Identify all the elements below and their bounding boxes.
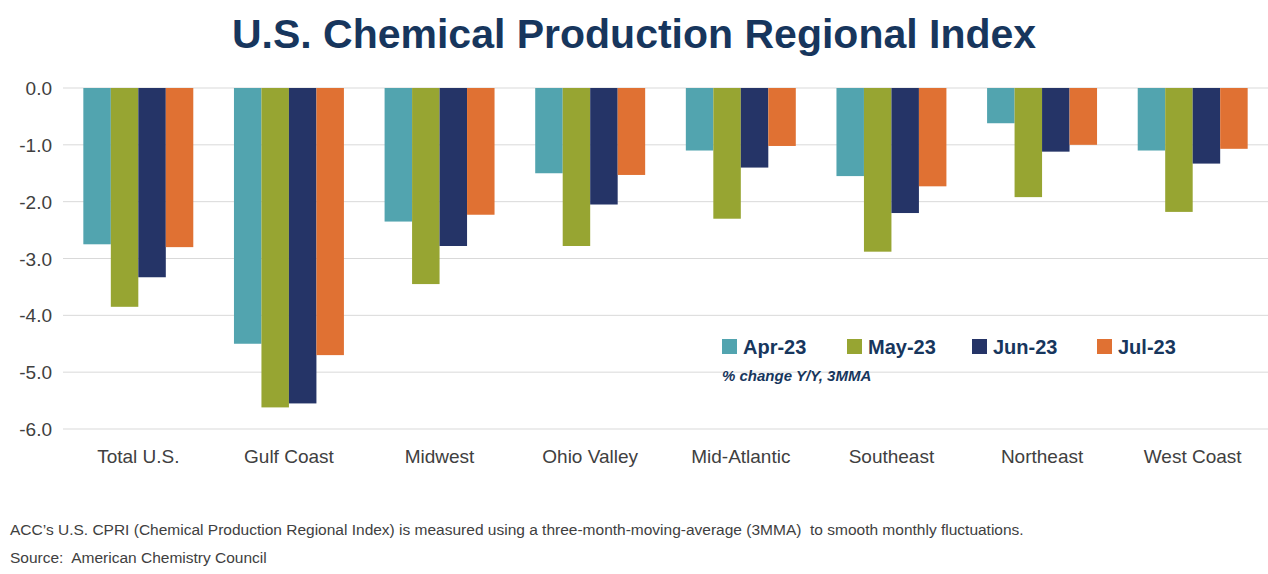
y-tick-label: -2.0	[19, 192, 52, 213]
bar	[741, 88, 768, 168]
bar	[440, 88, 467, 246]
bar	[467, 88, 494, 215]
x-tick-label: Midwest	[405, 446, 475, 467]
bar	[385, 88, 412, 222]
bar	[316, 88, 343, 355]
bar	[686, 88, 713, 151]
annotation: % change Y/Y, 3MMA	[722, 367, 871, 384]
x-tick-label: Total U.S.	[97, 446, 179, 467]
legend-swatch	[972, 339, 987, 354]
x-tick-label: Ohio Valley	[542, 446, 638, 467]
legend-label: Jul-23	[1118, 336, 1176, 358]
note: ACC’s U.S. CPRI (Chemical Production Reg…	[10, 521, 1024, 538]
grid-line	[63, 429, 1268, 430]
bar	[166, 88, 193, 247]
y-tick-label: 0.0	[26, 78, 52, 99]
bar	[713, 88, 740, 219]
bar	[1220, 88, 1247, 149]
bars	[83, 88, 1247, 407]
bar	[836, 88, 863, 176]
bar	[1070, 88, 1097, 145]
bar	[563, 88, 590, 246]
bar	[289, 88, 316, 403]
legend-swatch	[722, 339, 737, 354]
x-tick-label: Mid-Atlantic	[691, 446, 790, 467]
grid-line	[63, 372, 1268, 373]
chart: U.S. Chemical Production Regional Index 0…	[0, 0, 1268, 574]
legend-label: May-23	[868, 336, 936, 358]
y-tick-label: -5.0	[19, 362, 52, 383]
bar	[891, 88, 918, 213]
legend-swatch	[1097, 339, 1112, 354]
bar	[138, 88, 165, 277]
x-tick-label: Northeast	[1001, 446, 1084, 467]
bar	[234, 88, 261, 344]
bar	[768, 88, 795, 146]
grid	[63, 88, 1268, 429]
x-tick-label: West Coast	[1144, 446, 1243, 467]
source: Source: American Chemistry Council	[10, 549, 267, 566]
bar	[535, 88, 562, 173]
legend-label: Jun-23	[993, 336, 1057, 358]
bar	[919, 88, 946, 186]
x-tick-label: Southeast	[849, 446, 935, 467]
bar	[412, 88, 439, 284]
bar	[590, 88, 617, 205]
bar	[111, 88, 138, 307]
y-tick-label: -4.0	[19, 305, 52, 326]
bar	[618, 88, 645, 175]
bar	[864, 88, 891, 252]
legend-swatch	[847, 339, 862, 354]
bar	[1015, 88, 1042, 197]
y-tick-label: -1.0	[19, 135, 52, 156]
x-tick-label: Gulf Coast	[244, 446, 334, 467]
y-tick-label: -3.0	[19, 249, 52, 270]
legend-label: Apr-23	[743, 336, 806, 358]
bar	[1042, 88, 1069, 152]
title: U.S. Chemical Production Regional Index	[232, 11, 1036, 57]
y-tick-label: -6.0	[19, 419, 52, 440]
bar	[261, 88, 288, 407]
bar	[987, 88, 1014, 123]
bar	[83, 88, 110, 244]
bar	[1193, 88, 1220, 164]
bar	[1138, 88, 1165, 151]
legend: Apr-23 May-23 Jun-23 Jul-23	[722, 336, 1176, 358]
bar	[1165, 88, 1192, 212]
